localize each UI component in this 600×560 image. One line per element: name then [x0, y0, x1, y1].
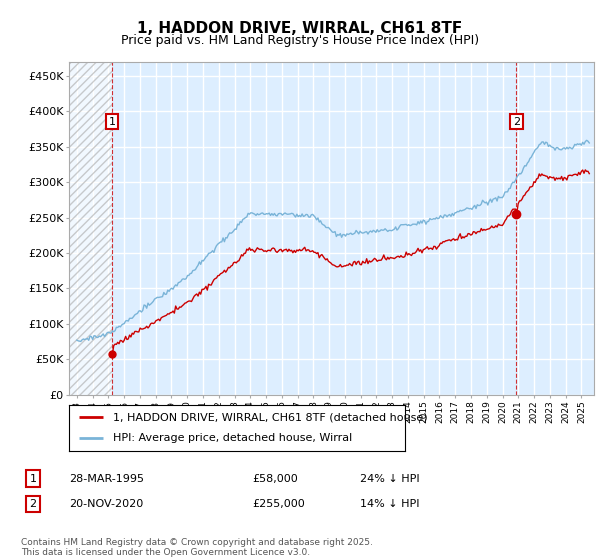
Text: 2: 2 — [29, 499, 37, 509]
Text: Price paid vs. HM Land Registry's House Price Index (HPI): Price paid vs. HM Land Registry's House … — [121, 34, 479, 46]
Text: 24% ↓ HPI: 24% ↓ HPI — [360, 474, 419, 484]
Text: £58,000: £58,000 — [252, 474, 298, 484]
Text: 1: 1 — [109, 116, 116, 127]
Text: 1, HADDON DRIVE, WIRRAL, CH61 8TF: 1, HADDON DRIVE, WIRRAL, CH61 8TF — [137, 21, 463, 36]
Text: 1, HADDON DRIVE, WIRRAL, CH61 8TF (detached house): 1, HADDON DRIVE, WIRRAL, CH61 8TF (detac… — [113, 412, 427, 422]
Text: 20-NOV-2020: 20-NOV-2020 — [69, 499, 143, 509]
Text: £255,000: £255,000 — [252, 499, 305, 509]
Text: HPI: Average price, detached house, Wirral: HPI: Average price, detached house, Wirr… — [113, 433, 352, 444]
Text: 2: 2 — [513, 116, 520, 127]
Text: Contains HM Land Registry data © Crown copyright and database right 2025.
This d: Contains HM Land Registry data © Crown c… — [21, 538, 373, 557]
Text: 1: 1 — [29, 474, 37, 484]
Text: 14% ↓ HPI: 14% ↓ HPI — [360, 499, 419, 509]
Text: 28-MAR-1995: 28-MAR-1995 — [69, 474, 144, 484]
